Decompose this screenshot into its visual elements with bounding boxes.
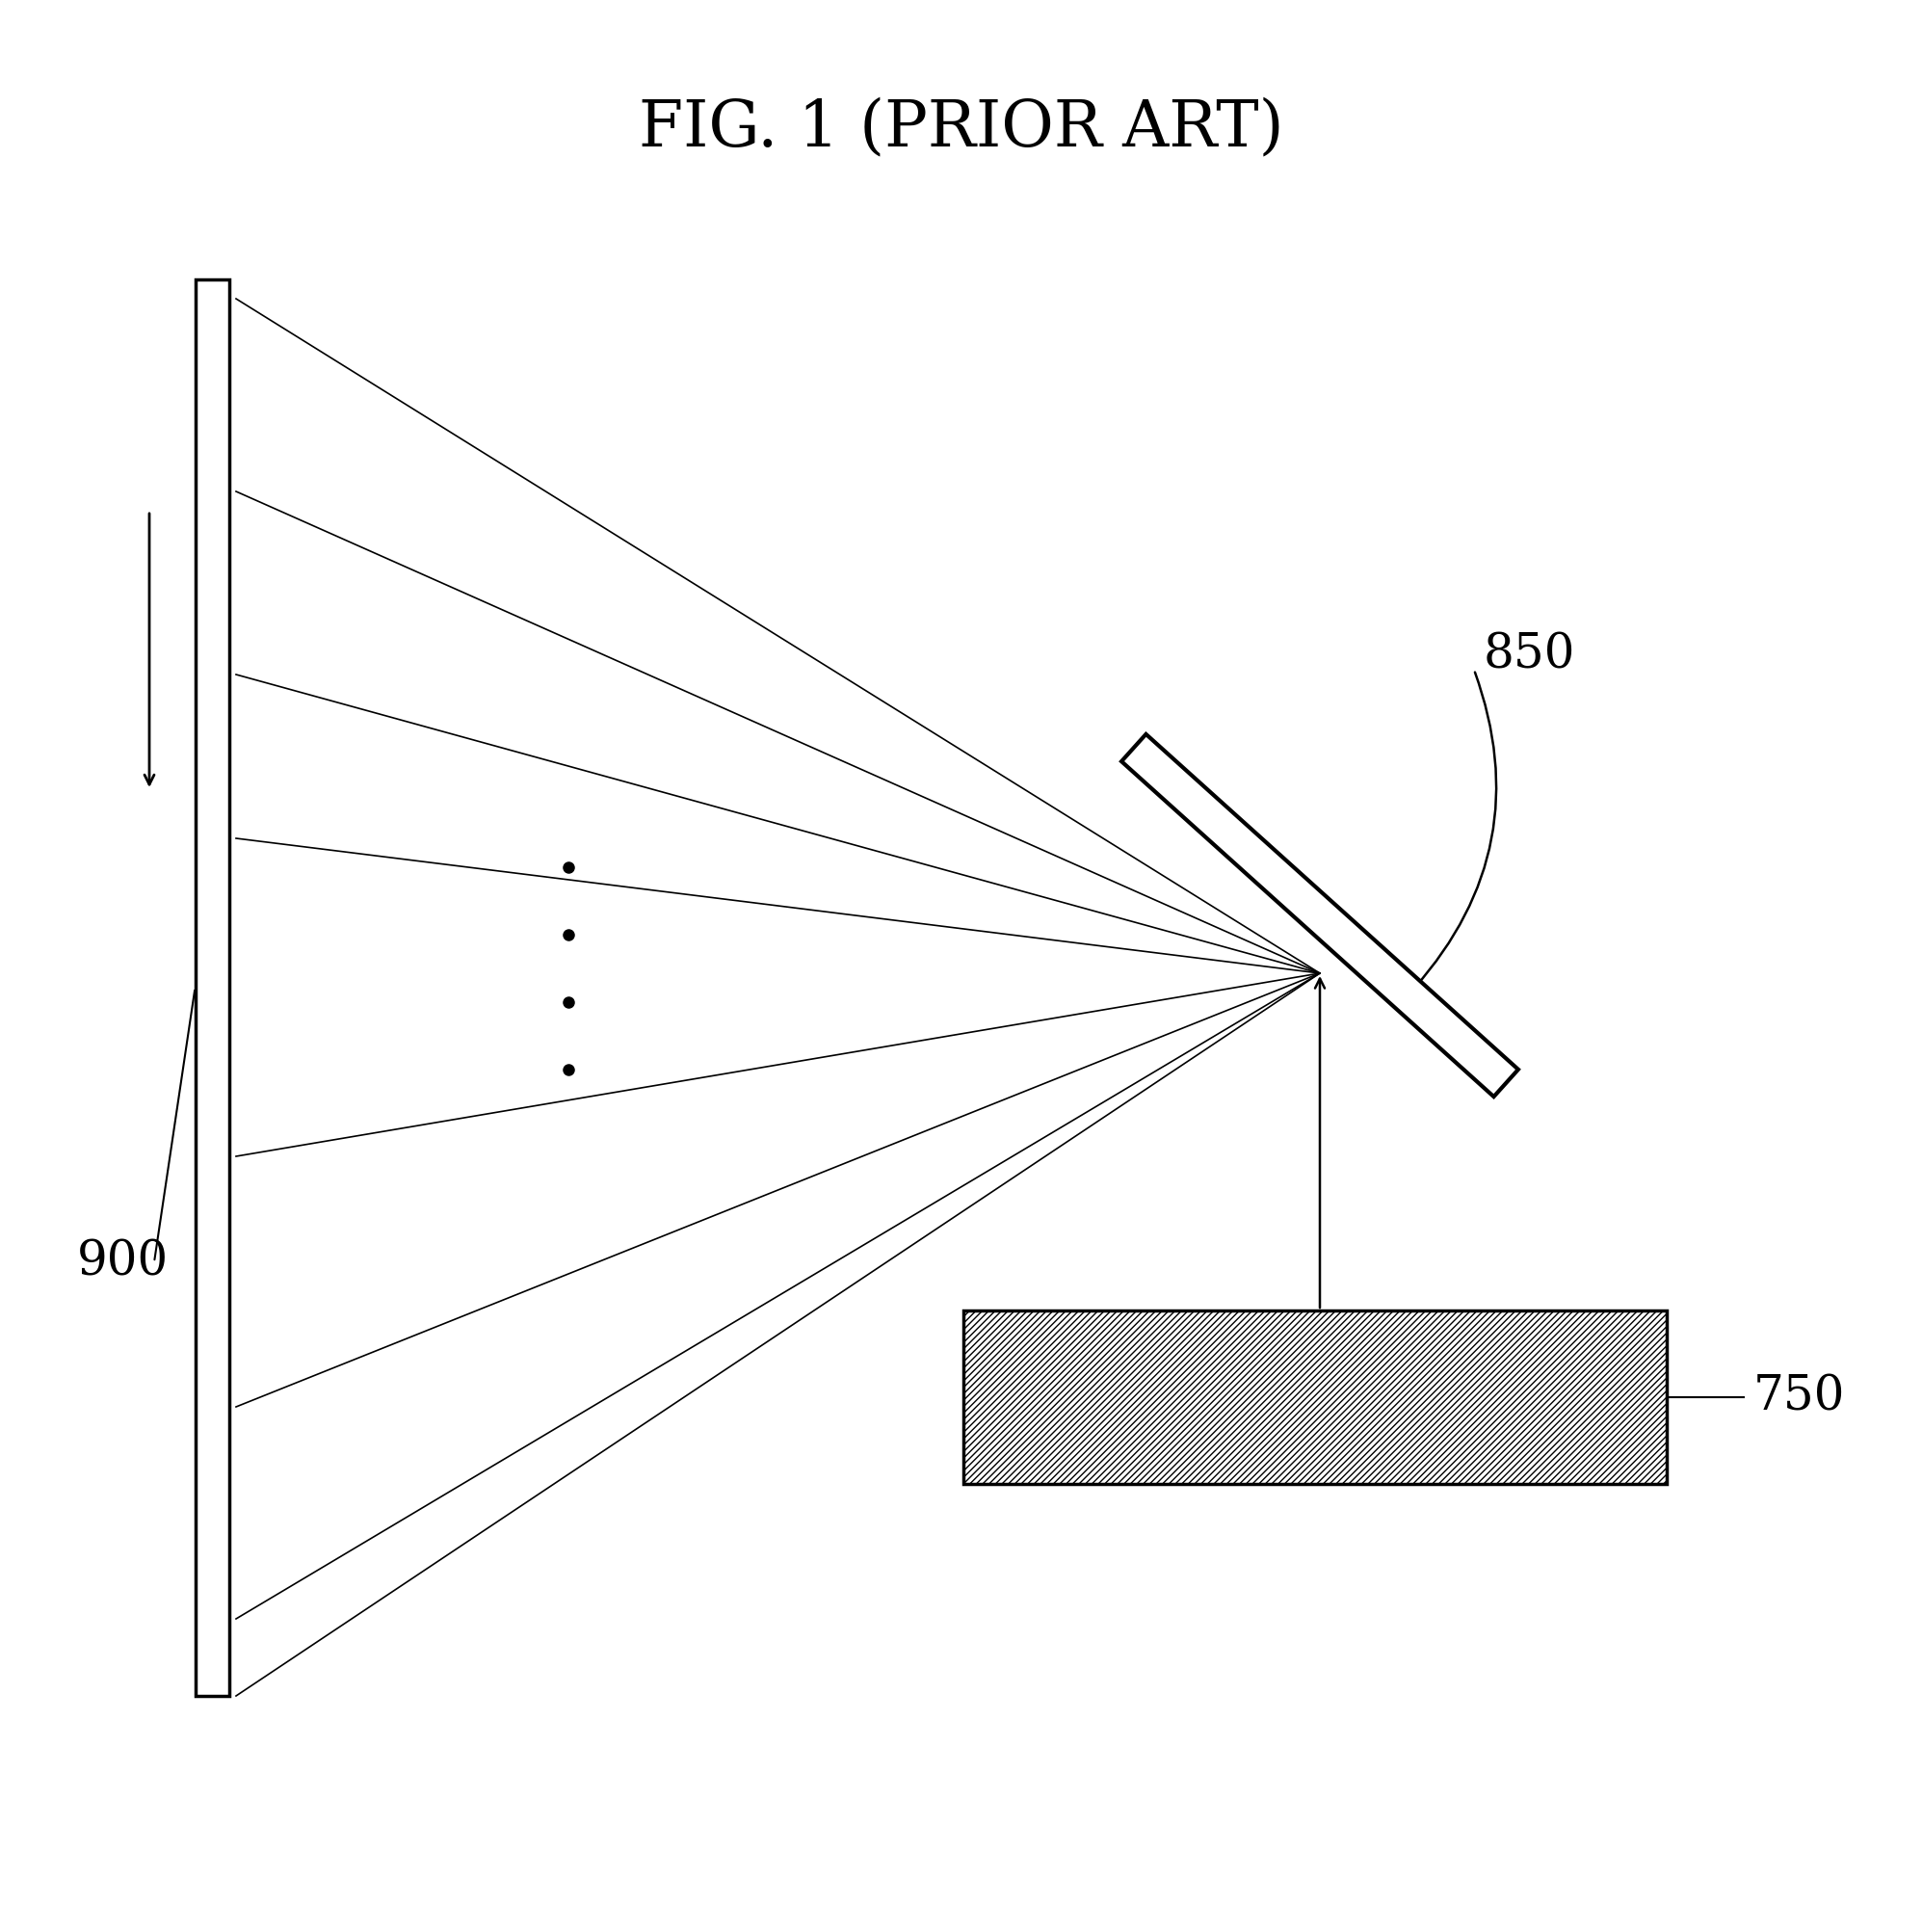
Bar [963, 1310, 1666, 1484]
Text: 750: 750 [1753, 1374, 1845, 1422]
Text: 900: 900 [77, 1238, 169, 1287]
Text: FIG. 1 (PRIOR ART): FIG. 1 (PRIOR ART) [638, 97, 1284, 158]
Text: 850: 850 [1484, 632, 1576, 678]
Polygon shape [1121, 734, 1518, 1097]
Bar [196, 280, 229, 1696]
